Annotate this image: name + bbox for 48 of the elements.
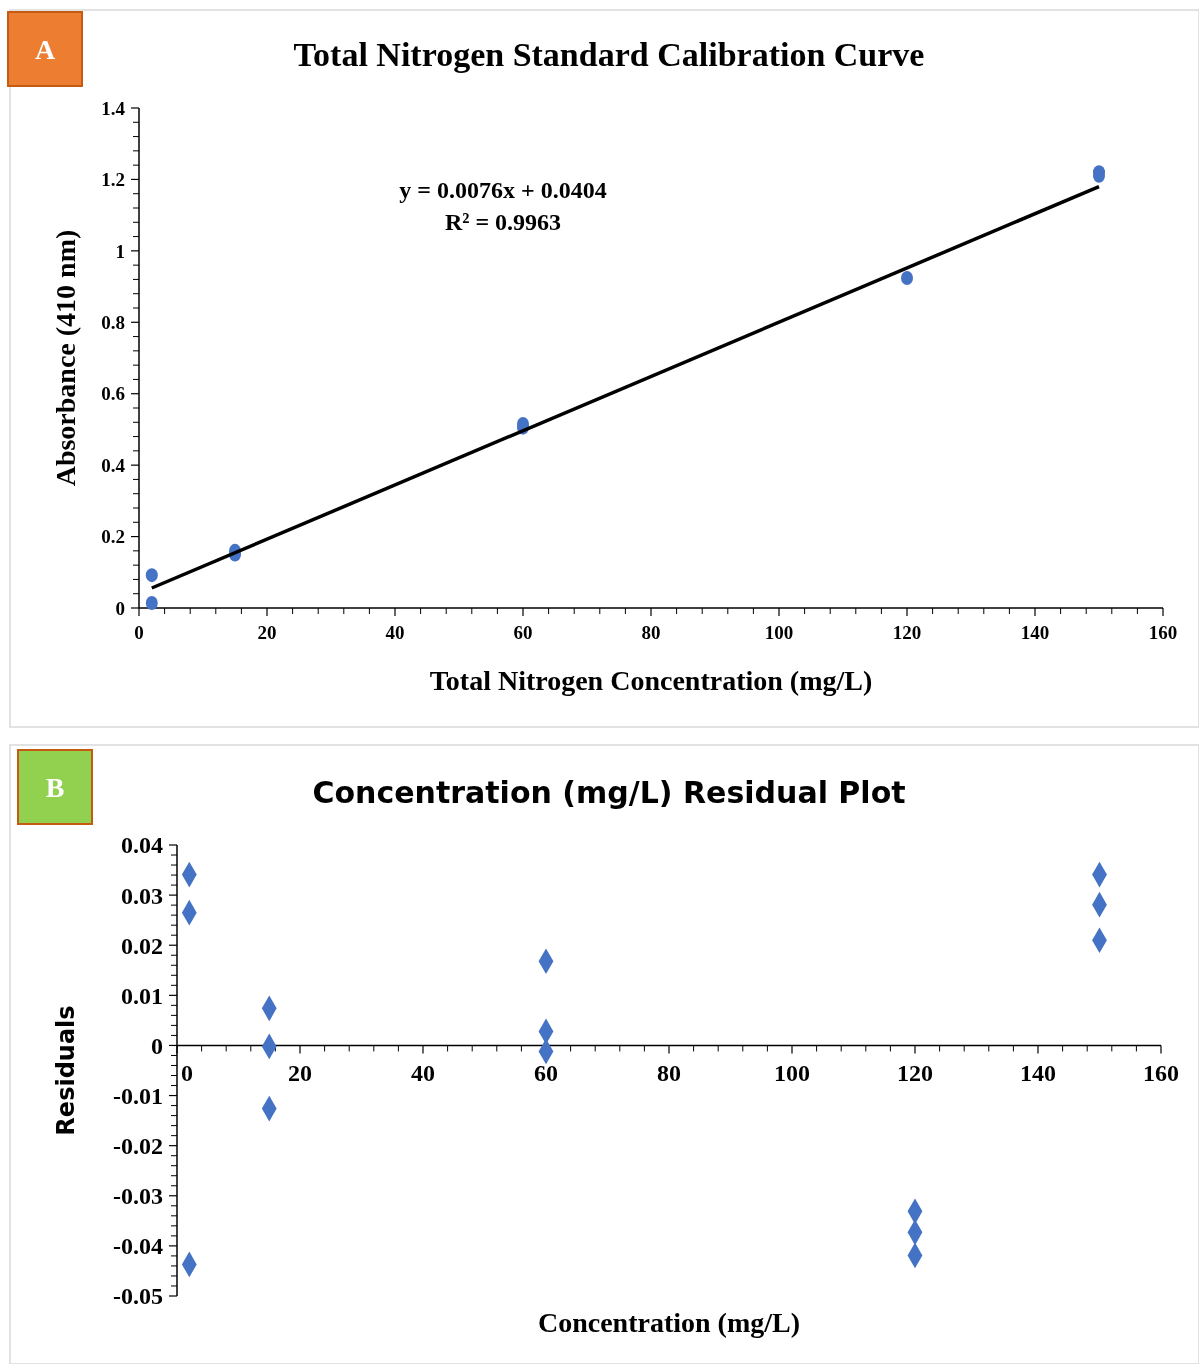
x-tick-label: 40	[411, 1060, 435, 1087]
point	[901, 271, 913, 285]
x-tick-label: 60	[534, 1060, 558, 1087]
point	[145, 596, 158, 610]
x-tick-label: 140	[1020, 1060, 1056, 1087]
x-tick-label: 120	[897, 1060, 933, 1087]
x-tick-label: 160	[1143, 1060, 1179, 1087]
y-tick-label: 0.4	[101, 454, 126, 476]
x-tick-label: 80	[641, 622, 661, 643]
y-tick-label: 0	[115, 597, 125, 619]
point	[145, 568, 158, 583]
x-tick-label: 40	[385, 622, 405, 643]
y-tick-label: 0.02	[121, 932, 163, 959]
x-tick-label: 20	[257, 622, 277, 643]
y-tick-label: -0.01	[113, 1082, 163, 1109]
x-tick-label: 160	[1148, 622, 1178, 643]
chart-title: Total Nitrogen Standard Calibration Curve	[293, 36, 925, 73]
x-tick-label: 60	[513, 622, 533, 643]
y-tick-label: 0.01	[121, 982, 163, 1009]
y-tick-label: 1.2	[101, 169, 125, 191]
y-tick-label: 0.8	[101, 311, 125, 333]
chart-title: Concentration (mg/L) Residual Plot	[312, 775, 906, 810]
x-axis-title: Total Nitrogen Concentration (mg/L)	[429, 665, 873, 696]
x-tick-label: 120	[892, 622, 922, 643]
y-tick-label: 0	[151, 1032, 163, 1059]
x-tick-label: 100	[774, 1060, 810, 1087]
x-tick-label: 0	[181, 1060, 193, 1087]
y-tick-label: 0.04	[121, 832, 163, 859]
y-tick-label: -0.02	[113, 1133, 163, 1160]
x-tick-label: 80	[657, 1060, 681, 1087]
text: A	[34, 33, 56, 65]
y-axis-title: Residuals	[52, 1005, 80, 1136]
y-tick-label: 0.03	[121, 882, 163, 909]
y-tick-label: 1.4	[101, 97, 126, 119]
y-tick-label: 1	[115, 240, 125, 262]
annotation: y = 0.0076x + 0.0404	[399, 177, 607, 203]
annotation: R² = 0.9963	[444, 209, 562, 235]
y-tick-label: -0.05	[113, 1283, 163, 1310]
text: B	[45, 771, 65, 803]
y-tick-label: 0.2	[101, 526, 125, 548]
x-tick-label: 20	[288, 1060, 312, 1087]
x-tick-label: 140	[1020, 622, 1050, 643]
y-axis-title: Absorbance (410 nm)	[50, 229, 81, 487]
y-tick-label: 0.6	[101, 383, 125, 405]
x-axis-title: Concentration (mg/L)	[537, 1307, 801, 1338]
y-tick-label: -0.04	[113, 1233, 163, 1260]
x-tick-label: 100	[764, 622, 794, 643]
y-tick-label: -0.03	[113, 1183, 163, 1210]
